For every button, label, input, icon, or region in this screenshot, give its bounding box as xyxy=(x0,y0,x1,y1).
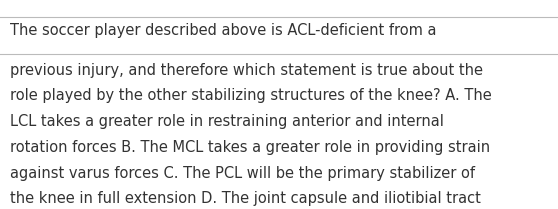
Text: LCL takes a greater role in restraining anterior and internal: LCL takes a greater role in restraining … xyxy=(10,114,444,129)
Text: against varus forces C. The PCL will be the primary stabilizer of: against varus forces C. The PCL will be … xyxy=(10,166,475,181)
Text: The soccer player described above is ACL-deficient from a: The soccer player described above is ACL… xyxy=(10,23,436,38)
Text: role played by the other stabilizing structures of the knee? A. The: role played by the other stabilizing str… xyxy=(10,88,492,103)
Text: the knee in full extension D. The joint capsule and iliotibial tract: the knee in full extension D. The joint … xyxy=(10,191,481,206)
Text: previous injury, and therefore which statement is true about the: previous injury, and therefore which sta… xyxy=(10,63,483,78)
Text: rotation forces B. The MCL takes a greater role in providing strain: rotation forces B. The MCL takes a great… xyxy=(10,140,490,155)
